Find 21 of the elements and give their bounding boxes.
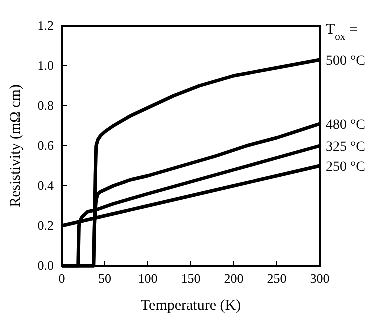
- x-tick-label: 100: [138, 271, 158, 286]
- x-tick-label: 300: [310, 271, 330, 286]
- y-tick-label: 1.0: [38, 58, 54, 74]
- series-label: 250 °C: [326, 160, 366, 175]
- x-tick-label: 150: [181, 271, 201, 286]
- x-axis-title: Temperature (K): [140, 298, 242, 314]
- y-tick-label: 1.2: [38, 18, 54, 34]
- y-tick-label: 0.2: [38, 218, 54, 234]
- x-tick-label: 0: [58, 271, 66, 286]
- y-tick-label: 0.0: [38, 258, 54, 274]
- y-tick-label: 0.6: [38, 138, 54, 154]
- series-label: 325 °C: [326, 140, 366, 155]
- y-tick-label: 0.8: [38, 98, 54, 114]
- x-tick-label: 250: [267, 271, 287, 286]
- legend-title: T$_{ox}$ =: [326, 22, 358, 42]
- x-tick-label: 50: [98, 271, 112, 286]
- series-label: 480 °C: [326, 118, 366, 133]
- x-tick-label: 200: [224, 271, 244, 286]
- y-tick-label: 0.4: [38, 178, 54, 194]
- series-label: 500 °C: [326, 54, 366, 69]
- y-axis-title: Resistivity (mΩ cm): [8, 84, 24, 208]
